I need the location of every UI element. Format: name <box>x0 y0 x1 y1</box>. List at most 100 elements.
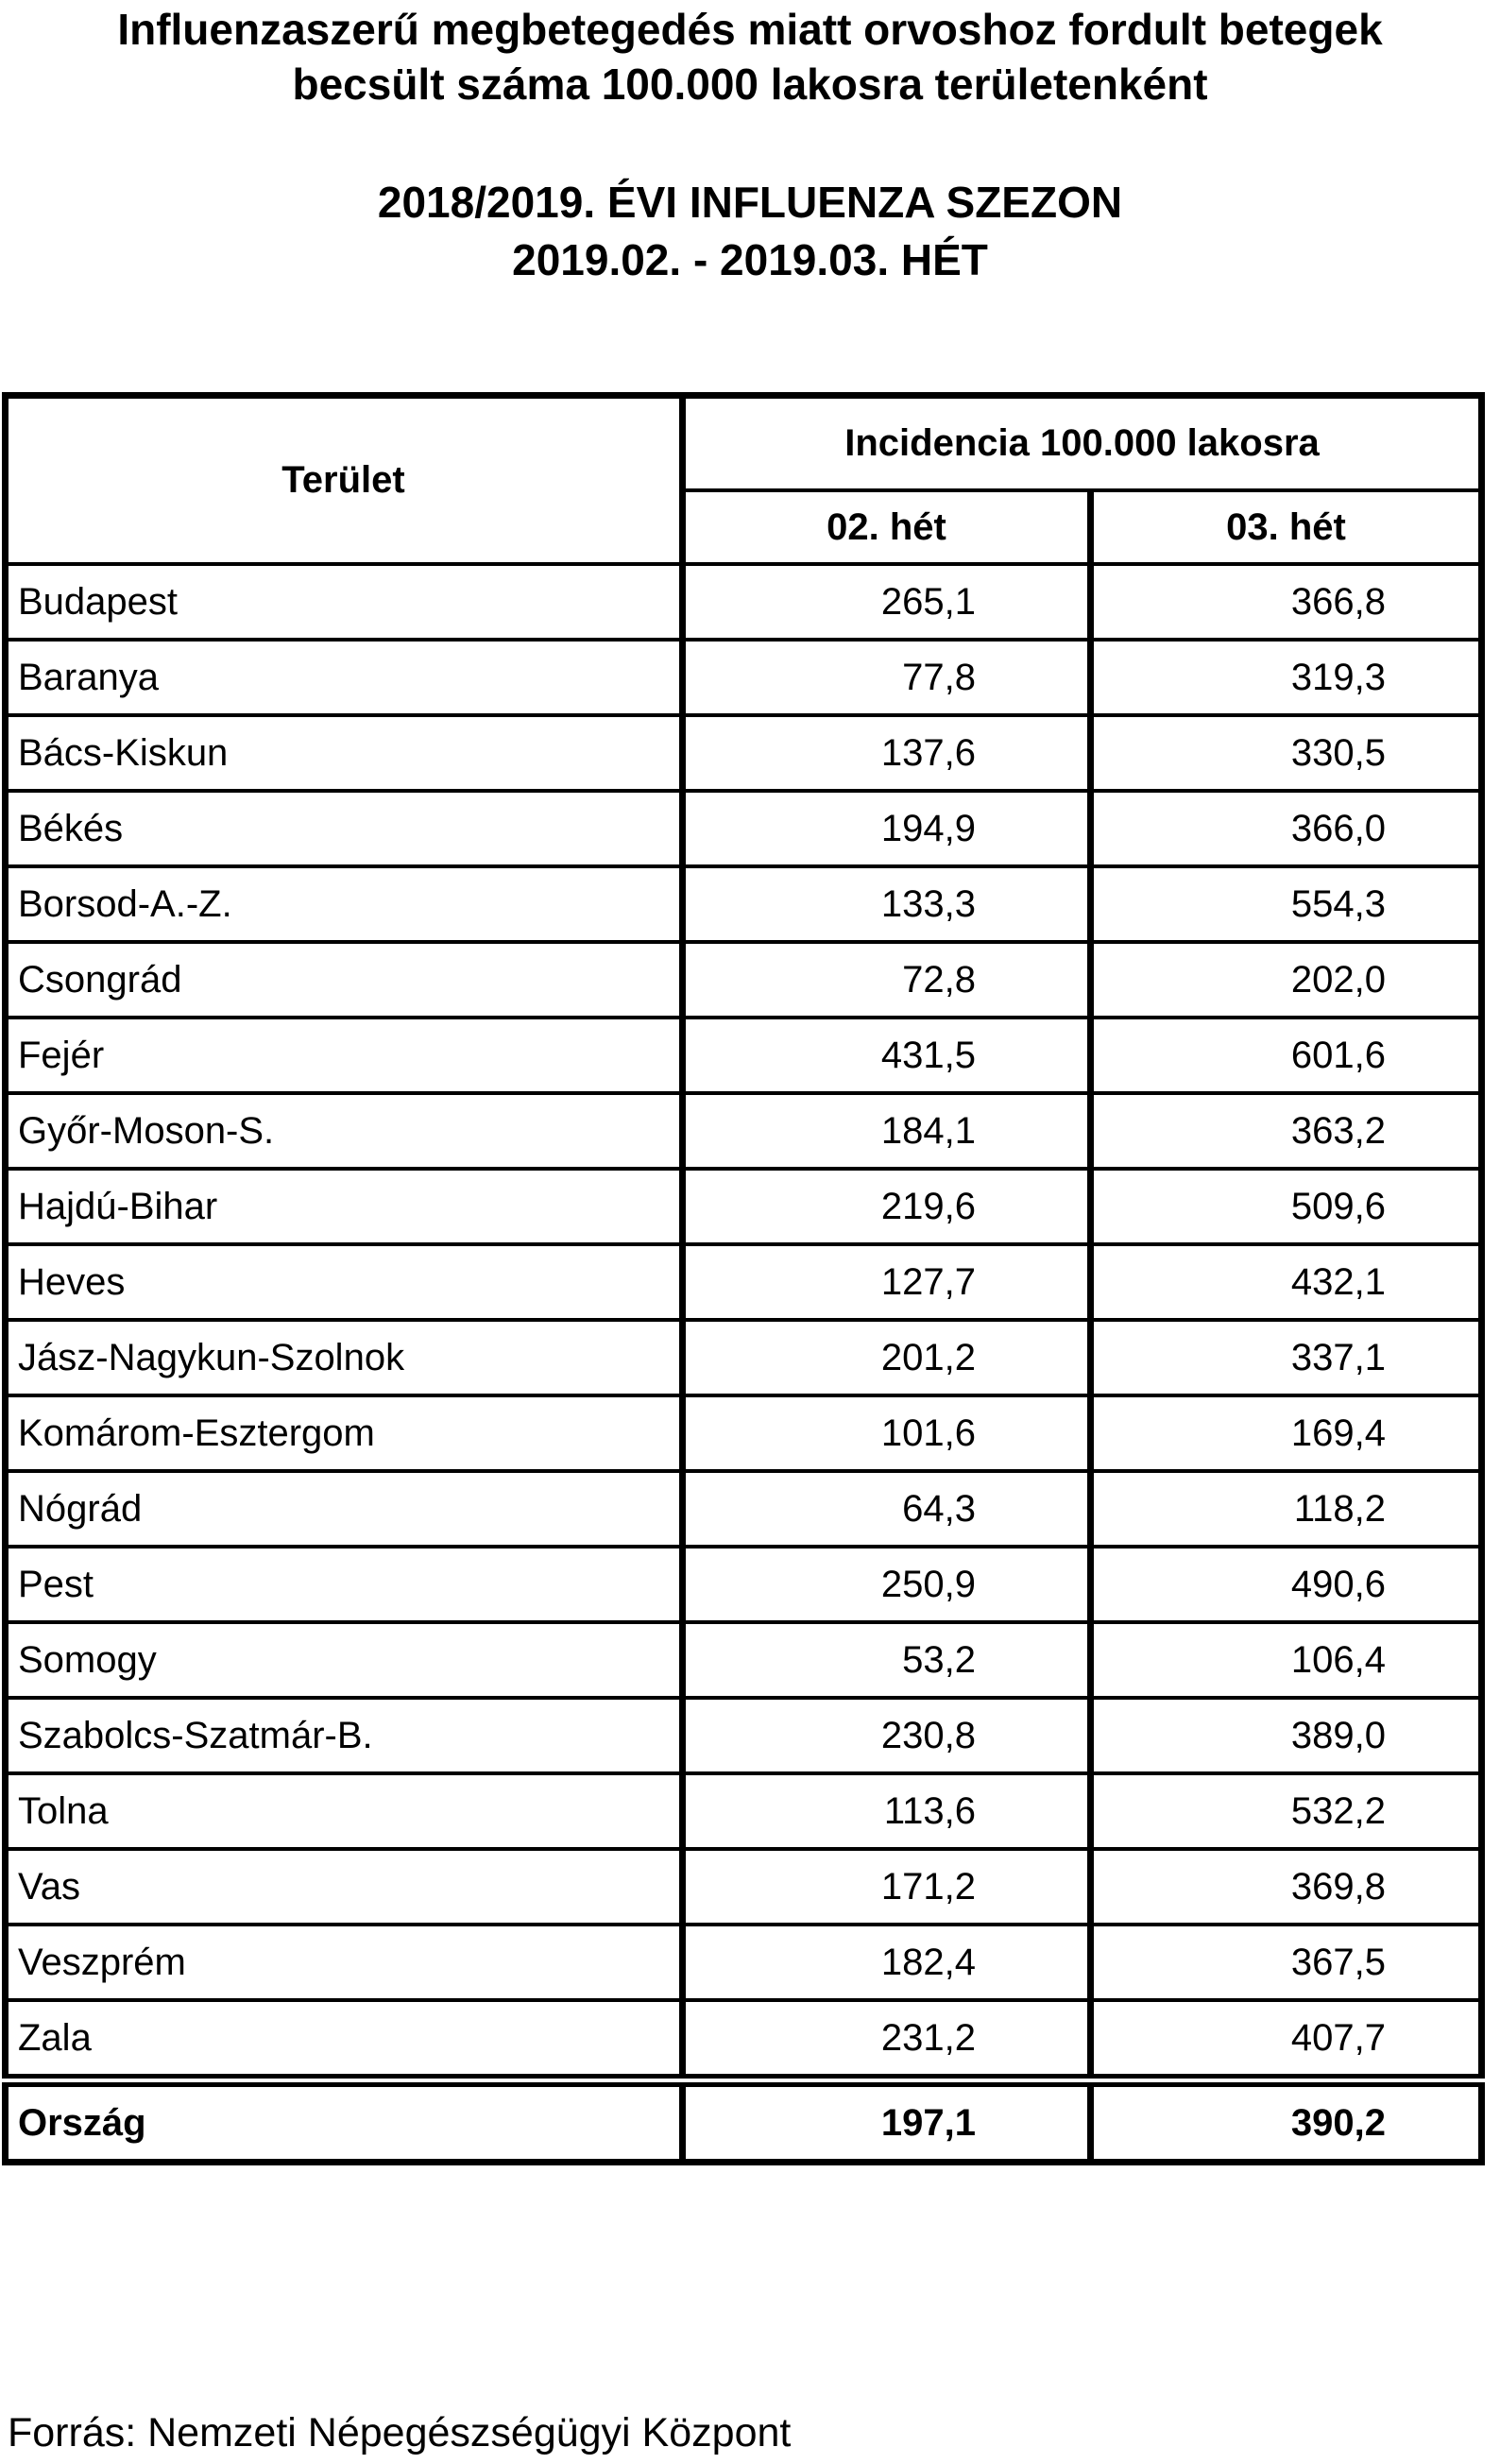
page-subtitle-line2: 2019.02. - 2019.03. HÉT <box>512 235 988 284</box>
week03-value-cell: 532,2 <box>1086 1771 1486 1851</box>
week02-value-cell: 171,2 <box>679 1847 1094 1926</box>
week02-value-cell: 77,8 <box>679 638 1094 717</box>
week03-value-cell: 169,4 <box>1086 1394 1486 1473</box>
table-row: Vas 171,2 369,8 <box>2 1847 1486 1926</box>
week03-value-cell: 369,8 <box>1086 1847 1486 1926</box>
table-header: Terület Incidencia 100.000 lakosra 02. h… <box>2 393 1486 566</box>
region-cell: Tolna <box>2 1771 686 1851</box>
page-subtitle: 2018/2019. ÉVI INFLUENZA SZEZON 2019.02.… <box>0 174 1500 289</box>
table-row: Nógrád 64,3 118,2 <box>2 1469 1486 1549</box>
week03-value-cell: 509,6 <box>1086 1167 1486 1246</box>
page-title-line1: Influenzaszerű megbetegedés miatt orvosh… <box>117 5 1383 54</box>
week03-column-header: 03. hét <box>1086 488 1486 566</box>
week03-value-cell: 366,8 <box>1086 562 1486 642</box>
source-note: Forrás: Nemzeti Népegészségügyi Központ <box>8 2410 792 2455</box>
table-row: Jász-Nagykun-Szolnok 201,2 337,1 <box>2 1318 1486 1397</box>
incidence-column-group-header: Incidencia 100.000 lakosra <box>678 393 1486 492</box>
week02-value-cell: 127,7 <box>679 1242 1094 1322</box>
table-row: Budapest 265,1 366,8 <box>2 562 1486 642</box>
week03-value-cell: 490,6 <box>1086 1545 1486 1624</box>
page-title: Influenzaszerű megbetegedés miatt orvosh… <box>0 2 1500 111</box>
region-cell: Hajdú-Bihar <box>2 1167 686 1246</box>
week03-value-cell: 366,0 <box>1086 789 1486 868</box>
region-cell: Nógrád <box>2 1469 686 1549</box>
region-cell: Borsod-A.-Z. <box>2 864 686 944</box>
table-row: Pest 250,9 490,6 <box>2 1545 1486 1624</box>
week02-value-cell: 201,2 <box>679 1318 1094 1397</box>
table-row: Fejér 431,5 601,6 <box>2 1016 1486 1095</box>
region-column-header: Terület <box>2 393 686 566</box>
week03-value-cell: 337,1 <box>1086 1318 1486 1397</box>
table-row: Komárom-Esztergom 101,6 169,4 <box>2 1394 1486 1473</box>
week03-value-cell: 367,5 <box>1086 1923 1486 2002</box>
week02-value-cell: 230,8 <box>679 1696 1094 1775</box>
incidence-table: Terület Incidencia 100.000 lakosra 02. h… <box>2 392 1486 2165</box>
week02-value-cell: 53,2 <box>679 1620 1094 1700</box>
table-row: Győr-Moson-S. 184,1 363,2 <box>2 1091 1486 1171</box>
week02-value-cell: 250,9 <box>679 1545 1094 1624</box>
table-row: Tolna 113,6 532,2 <box>2 1771 1486 1851</box>
week03-value-cell: 432,1 <box>1086 1242 1486 1322</box>
total-week03-cell: 390,2 <box>1086 2074 1486 2165</box>
table-row: Heves 127,7 432,1 <box>2 1242 1486 1322</box>
table-row: Zala 231,2 407,7 <box>2 1998 1486 2082</box>
region-cell: Vas <box>2 1847 686 1926</box>
header-row-2: 02. hét 03. hét <box>6 488 1486 566</box>
table-row: Csongrád 72,8 202,0 <box>2 940 1486 1019</box>
week03-value-cell: 363,2 <box>1086 1091 1486 1171</box>
region-cell: Veszprém <box>2 1923 686 2002</box>
week03-value-cell: 389,0 <box>1086 1696 1486 1775</box>
region-cell: Heves <box>2 1242 686 1322</box>
table-row: Hajdú-Bihar 219,6 509,6 <box>2 1167 1486 1246</box>
table-row: Somogy 53,2 106,4 <box>2 1620 1486 1700</box>
week03-value-cell: 202,0 <box>1086 940 1486 1019</box>
week02-value-cell: 137,6 <box>679 713 1094 793</box>
table-row: Bács-Kiskun 137,6 330,5 <box>2 713 1486 793</box>
week02-value-cell: 431,5 <box>679 1016 1094 1095</box>
region-cell: Zala <box>2 1998 686 2082</box>
week03-value-cell: 330,5 <box>1086 713 1486 793</box>
week03-value-cell: 319,3 <box>1086 638 1486 717</box>
region-cell: Bács-Kiskun <box>2 713 686 793</box>
region-cell: Szabolcs-Szatmár-B. <box>2 1696 686 1775</box>
table-row: Veszprém 182,4 367,5 <box>2 1923 1486 2002</box>
table-row: Borsod-A.-Z. 133,3 554,3 <box>2 864 1486 944</box>
region-cell: Jász-Nagykun-Szolnok <box>2 1318 686 1397</box>
week02-value-cell: 133,3 <box>679 864 1094 944</box>
region-cell: Baranya <box>2 638 686 717</box>
week02-value-cell: 113,6 <box>679 1771 1094 1851</box>
total-row: Ország 197,1 390,2 <box>2 2074 1486 2165</box>
week02-value-cell: 231,2 <box>679 1998 1094 2082</box>
total-region-cell: Ország <box>2 2074 686 2165</box>
week02-value-cell: 72,8 <box>679 940 1094 1019</box>
total-week02-cell: 197,1 <box>679 2074 1094 2165</box>
week03-value-cell: 554,3 <box>1086 864 1486 944</box>
header-row-1: Terület Incidencia 100.000 lakosra <box>2 393 1486 566</box>
week02-value-cell: 194,9 <box>679 789 1094 868</box>
week02-value-cell: 265,1 <box>679 562 1094 642</box>
region-cell: Budapest <box>2 562 686 642</box>
region-cell: Pest <box>2 1545 686 1624</box>
table-row: Szabolcs-Szatmár-B. 230,8 389,0 <box>2 1696 1486 1775</box>
page-subtitle-line1: 2018/2019. ÉVI INFLUENZA SZEZON <box>377 178 1123 227</box>
region-cell: Csongrád <box>2 940 686 1019</box>
week03-value-cell: 601,6 <box>1086 1016 1486 1095</box>
week02-value-cell: 219,6 <box>679 1167 1094 1246</box>
week02-value-cell: 101,6 <box>679 1394 1094 1473</box>
week02-value-cell: 182,4 <box>679 1923 1094 2002</box>
table-total-section: Ország 197,1 390,2 <box>2 2074 1486 2165</box>
page-title-line2: becsült száma 100.000 lakosra területenk… <box>292 60 1208 109</box>
table-row: Baranya 77,8 319,3 <box>2 638 1486 717</box>
region-cell: Somogy <box>2 1620 686 1700</box>
region-cell: Békés <box>2 789 686 868</box>
week02-column-header: 02. hét <box>679 488 1094 566</box>
region-cell: Fejér <box>2 1016 686 1095</box>
week02-value-cell: 184,1 <box>679 1091 1094 1171</box>
region-cell: Győr-Moson-S. <box>2 1091 686 1171</box>
table-body: Budapest 265,1 366,8 Baranya 77,8 319,3 … <box>2 562 1486 2082</box>
table-row: Békés 194,9 366,0 <box>2 789 1486 868</box>
week02-value-cell: 64,3 <box>679 1469 1094 1549</box>
region-cell: Komárom-Esztergom <box>2 1394 686 1473</box>
week03-value-cell: 106,4 <box>1086 1620 1486 1700</box>
